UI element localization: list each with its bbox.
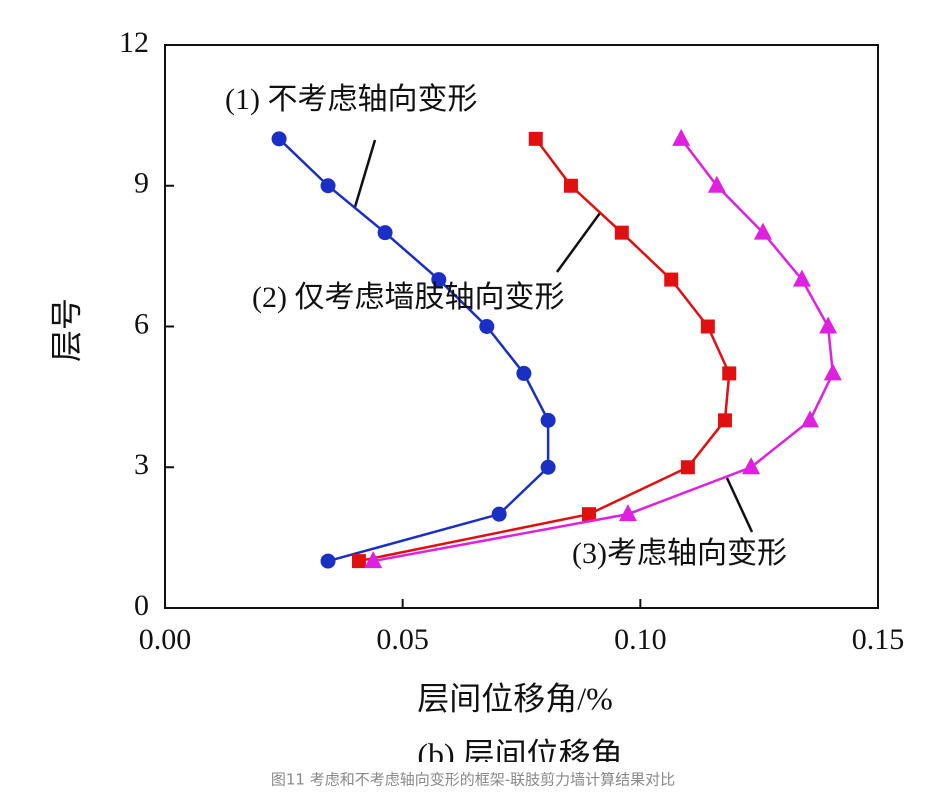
point — [672, 128, 691, 146]
x-tick-label: 0.00 — [139, 623, 192, 656]
point — [801, 410, 820, 428]
x-tick-label: 0.15 — [852, 623, 905, 656]
series-annotation: (2) 仅考虑墙肢轴向变形 — [252, 281, 564, 314]
point — [540, 412, 556, 428]
point — [364, 551, 383, 569]
leader-line — [555, 212, 602, 273]
point — [540, 459, 556, 475]
series-line — [372, 138, 835, 563]
series-line — [278, 137, 550, 563]
point — [753, 222, 772, 240]
point — [320, 553, 336, 569]
point — [320, 178, 336, 194]
point — [823, 363, 842, 381]
point — [614, 225, 629, 240]
point — [792, 269, 811, 287]
point — [664, 272, 679, 287]
point — [491, 506, 507, 522]
plot-frame — [164, 44, 879, 609]
y-axis-label: 层号 — [48, 298, 84, 362]
x-tick-label: 0.10 — [614, 623, 667, 656]
point — [707, 175, 726, 193]
y-tick-label: 0 — [134, 589, 149, 622]
x-axis-label: 层间位移角/% — [417, 680, 613, 716]
series-annotation: (3)考虑轴向变形 — [572, 537, 787, 570]
point — [717, 413, 732, 428]
point — [271, 131, 287, 147]
point — [618, 504, 637, 522]
series-annotation: (1) 不考虑轴向变形 — [225, 83, 477, 116]
point — [742, 457, 761, 475]
leader-line — [353, 139, 377, 208]
x-tick-label: 0.05 — [376, 623, 429, 656]
point — [516, 365, 532, 381]
point — [528, 131, 543, 146]
point — [722, 366, 737, 381]
leader-line — [725, 477, 754, 533]
point — [581, 507, 596, 522]
point — [431, 272, 447, 288]
y-tick-label: 6 — [134, 307, 149, 340]
y-tick-label: 12 — [119, 26, 149, 59]
point — [351, 554, 366, 569]
point — [563, 178, 578, 193]
point — [680, 460, 695, 475]
point — [377, 225, 393, 241]
series-line — [358, 138, 731, 563]
point — [479, 319, 495, 334]
y-tick-label: 3 — [134, 448, 149, 481]
point — [819, 316, 838, 334]
caption-band — [0, 762, 946, 811]
point — [700, 319, 715, 334]
caption: 图11 考虑和不考虑轴向变形的框架-联肢剪力墙计算结果对比 — [271, 771, 675, 789]
y-tick-label: 9 — [134, 167, 149, 200]
